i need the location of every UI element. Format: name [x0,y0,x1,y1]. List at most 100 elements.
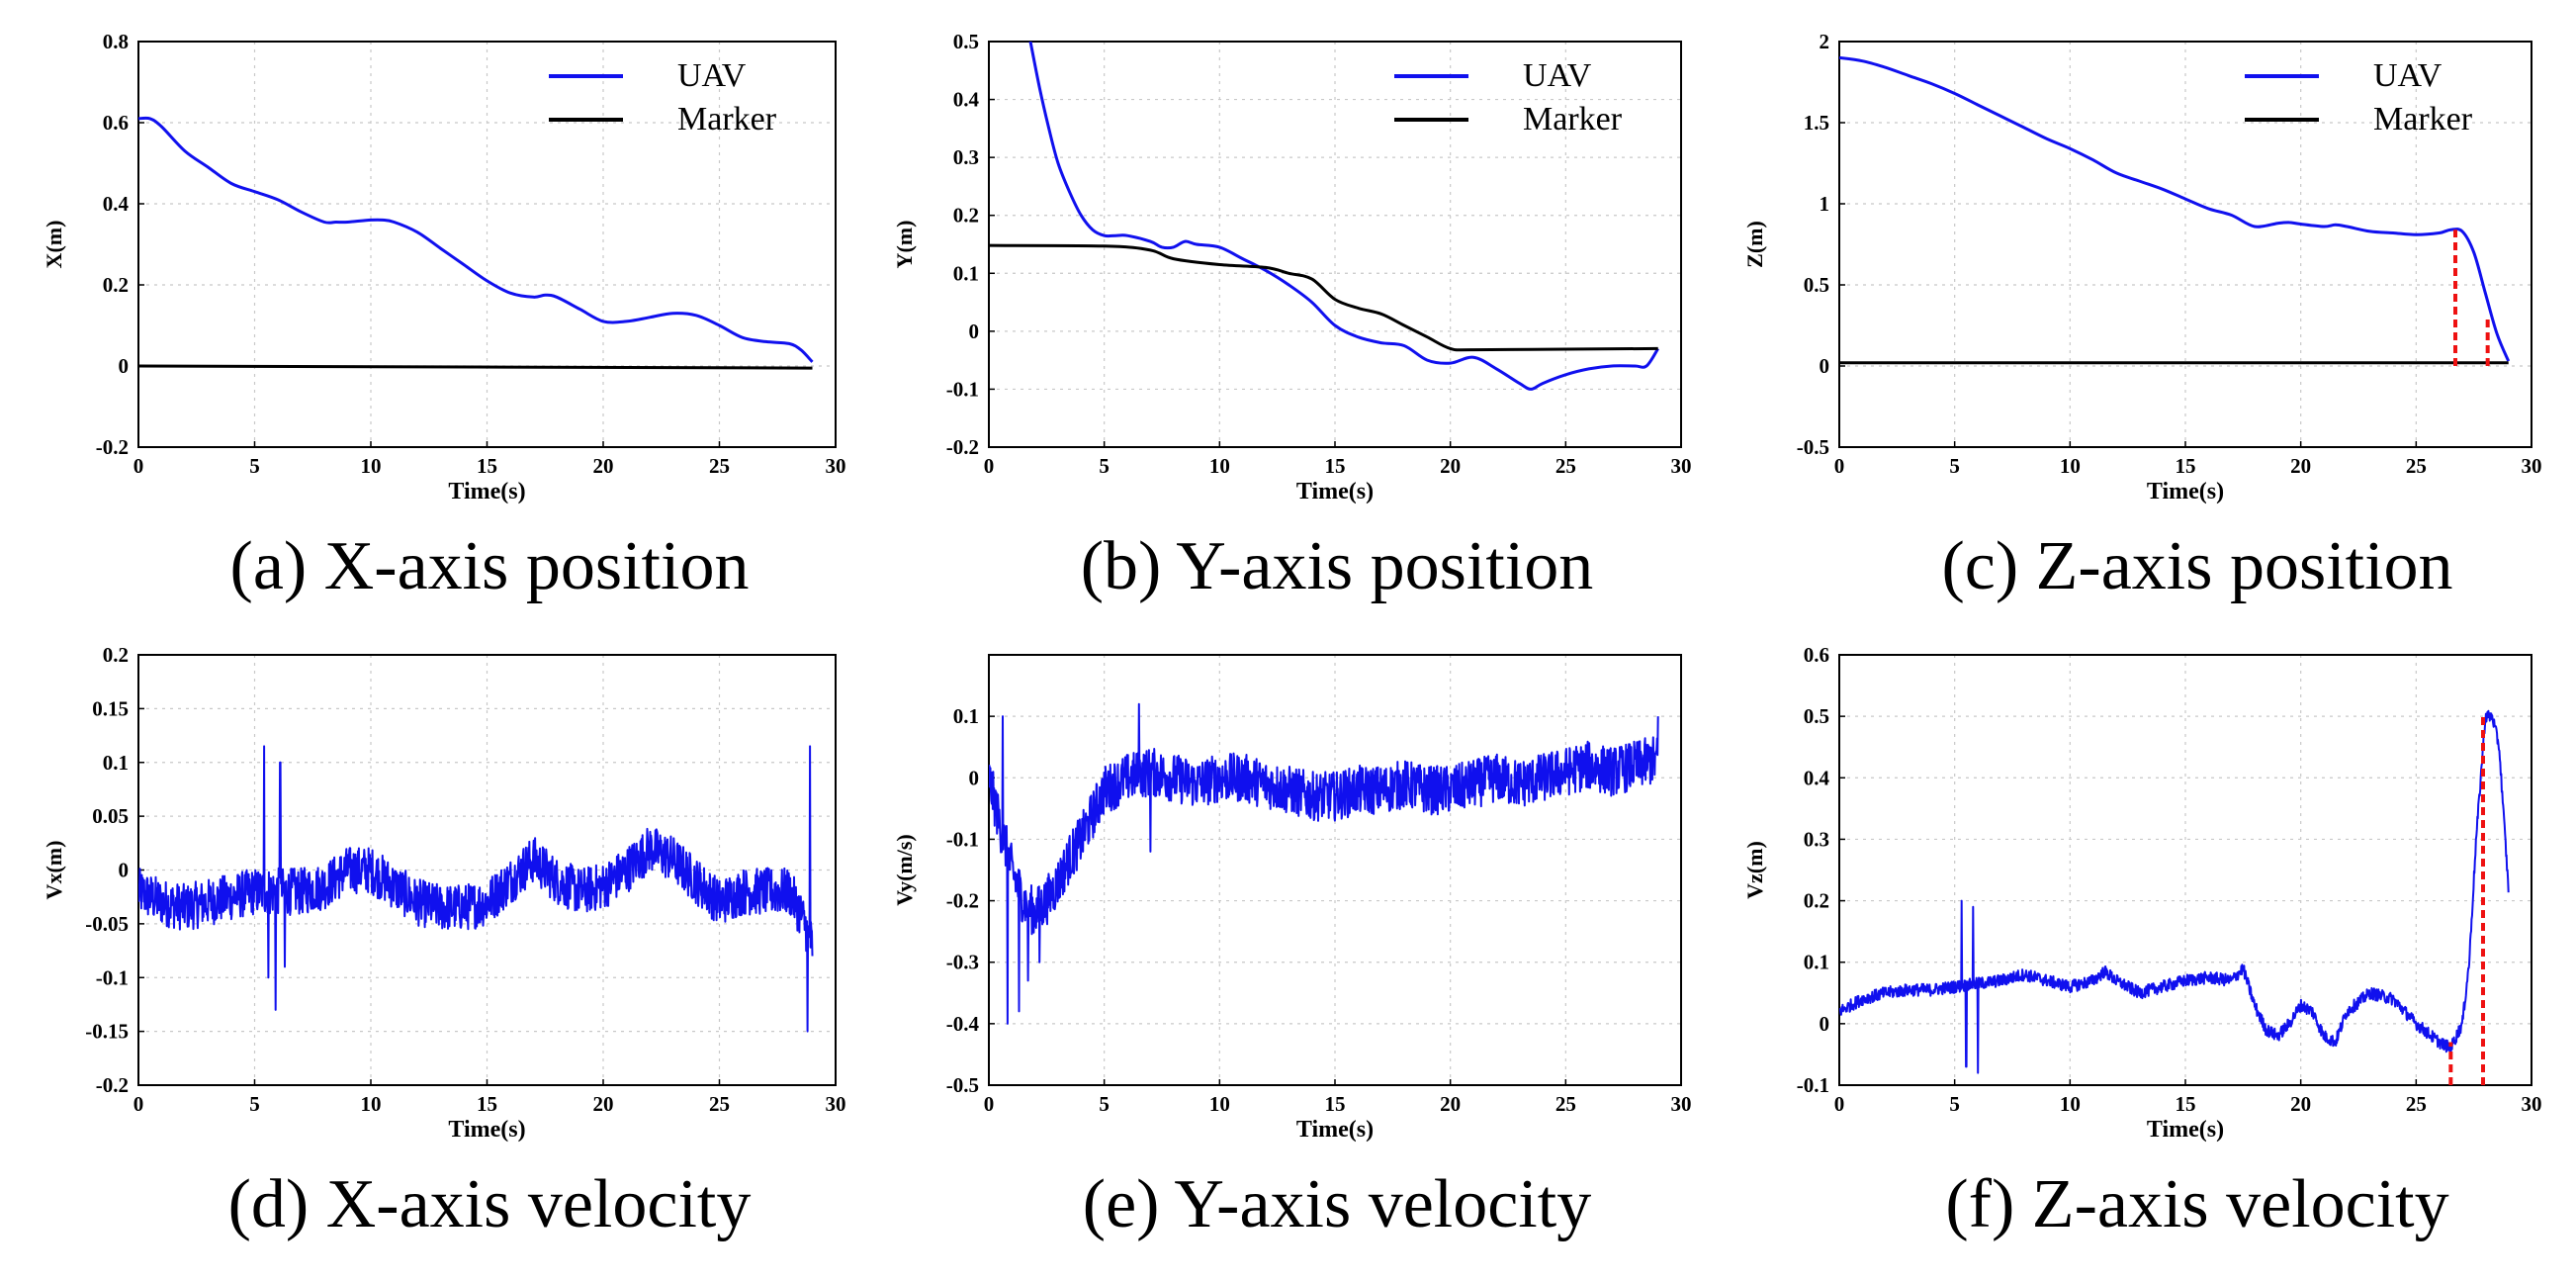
y-tick-label: 0.3 [1804,827,1829,851]
series-line-vx [138,745,814,1033]
x-tick-label: 15 [477,1092,497,1116]
y-tick-label: 0.1 [953,704,979,728]
panel-caption: (e) Y-axis velocity [1083,1166,1591,1242]
x-tick-label: 10 [2060,1092,2081,1116]
x-tick-label: 30 [2522,454,2542,478]
x-axis-label: Time(s) [448,1117,525,1143]
y-tick-label: -0.5 [1797,435,1829,459]
chart-panel-z-velocity: 0 5 10 15 20 25 30-0.100.10.20.30.40.50.6Time(… [1742,643,2542,1242]
y-axis-label: Vx(m) [42,841,66,900]
y-tick-label: 0 [969,320,980,343]
x-tick-label: 25 [2406,1092,2427,1116]
y-axis-label: Z(m) [1742,221,1767,268]
y-tick-label: 0.2 [103,273,129,297]
x-tick-label: 20 [593,1092,614,1116]
y-tick-label: 0.5 [953,30,979,53]
y-tick-label: 1 [1820,192,1830,216]
x-tick-label: 0 [133,1092,144,1116]
x-tick-label: 15 [2176,454,2196,478]
y-tick-label: 0.5 [1804,273,1829,297]
series-line-uav [1028,42,1659,391]
series-line-marker [138,364,813,370]
y-axis-label: Vz(m) [1742,841,1767,899]
x-tick-label: 10 [361,1092,382,1116]
panel-caption: (c) Z-axis position [1941,528,2452,604]
x-axis-label: Time(s) [2147,479,2224,504]
y-tick-label: 0.5 [1804,704,1829,728]
x-tick-label: 15 [1325,454,1346,478]
x-tick-label: 5 [1949,454,1960,478]
x-tick-label: 25 [2406,454,2427,478]
x-tick-label: 20 [1440,454,1461,478]
y-tick-label: 2 [1820,30,1830,53]
y-tick-label: -0.4 [946,1012,980,1036]
y-tick-label: -0.3 [946,951,979,974]
series-line-uav [1839,55,2511,362]
y-tick-label: -0.2 [96,435,129,459]
x-tick-label: 5 [1099,1092,1110,1116]
panel-caption: (b) Y-axis position [1081,528,1593,604]
legend-label-marker: Marker [2373,101,2473,137]
series-line-vy [989,702,1659,1025]
x-tick-label: 25 [1555,454,1576,478]
x-tick-label: 5 [249,454,260,478]
x-tick-label: 15 [477,454,497,478]
y-tick-label: 0.05 [92,804,129,828]
x-tick-label: 25 [1555,1092,1576,1116]
x-tick-label: 10 [1209,454,1230,478]
x-tick-label: 15 [1325,1092,1346,1116]
x-tick-label: 10 [361,454,382,478]
y-axis-label: Y(m) [892,221,917,269]
x-tick-label: 25 [709,1092,730,1116]
y-tick-label: 0.15 [92,696,129,720]
x-axis-label: Time(s) [1296,479,1374,504]
y-tick-label: -0.5 [946,1073,979,1097]
x-axis-label: Time(s) [1296,1117,1374,1143]
series-line-marker [989,243,1658,352]
y-tick-label: -0.1 [946,377,979,401]
y-tick-label: -0.2 [946,435,979,459]
y-tick-label: 0.2 [1804,889,1829,913]
y-tick-label: 0 [969,766,980,789]
x-tick-label: 30 [826,1092,846,1116]
y-tick-label: 0 [1820,354,1830,378]
panel-caption: (a) X-axis position [230,528,750,604]
y-tick-label: 0 [1820,1012,1830,1036]
y-tick-label: -0.05 [85,912,129,936]
x-tick-label: 5 [249,1092,260,1116]
x-tick-label: 15 [2176,1092,2196,1116]
x-tick-label: 20 [2290,454,2311,478]
chart-panel-y-velocity: 0 5 10 15 20 25 30 -0.5 -0.4 -0.3 -0.2 -0.1 0 0.1 Time… [892,654,1692,1242]
chart-panel-y-position: 0 5 10 15 20 25 30 -0.2 -0.1 0 0.1 0.2 0.3 0.4 0.5 Time… [892,30,1692,604]
y-tick-label: 0 [119,859,130,882]
chart-panel-x-velocity: 0 5 10 15 20 25 30 -0.2 -0.15 -0.1 -0.05 0 0.05 0.1 0.… [42,643,846,1242]
y-tick-label: 0.2 [103,643,129,667]
x-tick-label: 30 [1671,454,1692,478]
x-tick-label: 0 [1834,1092,1845,1116]
y-tick-label: 0 [119,354,130,378]
legend-label-marker: Marker [1523,101,1623,137]
legend-label-uav: UAV [1523,57,1592,94]
x-tick-label: 20 [593,454,614,478]
x-tick-label: 0 [984,1092,995,1116]
y-tick-label: 0.4 [1804,766,1830,789]
y-tick-label: 0.8 [103,30,129,53]
y-tick-label: 0.1 [953,261,979,285]
x-tick-label: 10 [2060,454,2081,478]
y-tick-label: -0.15 [85,1020,129,1044]
y-tick-label: -0.1 [946,827,979,851]
y-tick-label: -0.1 [1797,1073,1829,1097]
y-tick-label: 0.3 [953,145,979,169]
y-tick-label: 0.6 [103,111,129,135]
y-tick-label: 0.2 [953,204,979,228]
x-tick-label: 20 [2290,1092,2311,1116]
y-axis-label: Vy(m/s) [892,834,917,906]
series-line-uav [138,116,814,363]
y-axis-label: X(m) [42,221,66,269]
x-tick-label: 30 [2522,1092,2542,1116]
x-tick-label: 0 [133,454,144,478]
x-tick-label: 30 [1671,1092,1692,1116]
x-tick-label: 5 [1949,1092,1960,1116]
y-tick-label: 1.5 [1804,111,1829,135]
